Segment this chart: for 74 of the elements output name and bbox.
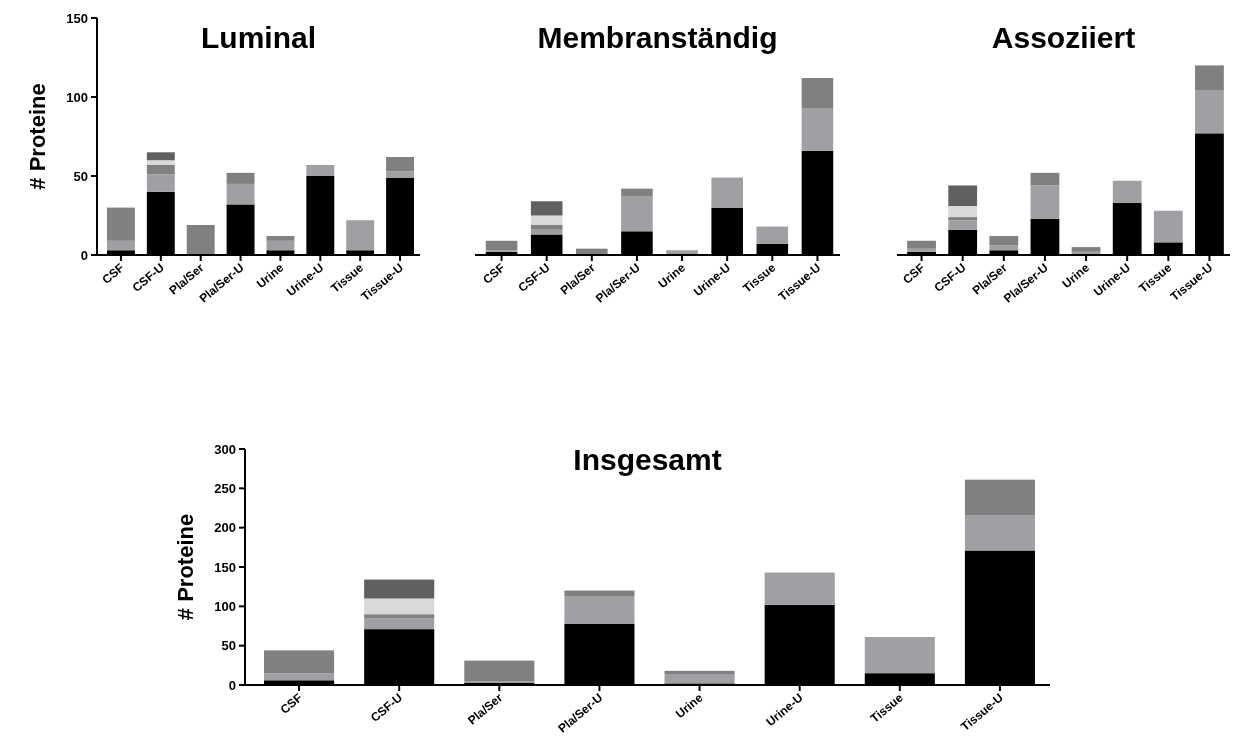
bar (948, 217, 978, 221)
chart-title: Membranständig (537, 21, 778, 54)
bar (364, 598, 435, 615)
bar (364, 614, 435, 619)
bar (226, 172, 255, 184)
bar (530, 201, 563, 216)
bar (1030, 185, 1060, 219)
bar (711, 177, 743, 208)
y-tick-label: 150 (214, 559, 236, 575)
y-tick-label: 50 (221, 638, 236, 654)
bar (146, 174, 175, 192)
bar (621, 188, 653, 197)
bar (1112, 180, 1142, 203)
bar (1195, 65, 1224, 91)
bar (907, 240, 936, 249)
bar (948, 220, 978, 230)
y-tick-label: 0 (80, 247, 88, 263)
bar (364, 618, 435, 630)
bar (530, 224, 563, 230)
bar (1153, 210, 1183, 243)
bar (485, 240, 518, 251)
bar (146, 164, 175, 175)
bar (1195, 90, 1224, 134)
bar (801, 78, 834, 109)
bar (106, 240, 135, 251)
bar (564, 596, 635, 624)
bar (764, 572, 835, 605)
y-tick-label: 150 (66, 10, 88, 26)
bar (664, 670, 735, 674)
bar (306, 164, 335, 176)
bar (346, 220, 375, 251)
bar (264, 650, 335, 674)
bar (266, 240, 295, 251)
bar (464, 660, 535, 682)
bar (621, 196, 653, 232)
chart-title: Insgesamt (573, 443, 722, 476)
bar (864, 637, 935, 674)
bar (989, 236, 1019, 246)
y-tick-label: 100 (214, 598, 236, 614)
y-axis-title: # Proteine (25, 83, 50, 190)
bar (264, 673, 335, 681)
y-axis-title: # Proteine (173, 513, 198, 621)
bar (964, 515, 1035, 551)
bar (564, 590, 635, 597)
bar (1071, 247, 1101, 252)
bar (386, 171, 415, 178)
x-tick-label: CSF (99, 260, 127, 287)
y-tick-label: 300 (214, 441, 236, 457)
bar (664, 673, 735, 684)
chart-title: Luminal (200, 21, 317, 54)
bar (146, 152, 175, 161)
bar (948, 206, 978, 218)
bar (964, 479, 1035, 516)
y-tick-label: 50 (73, 168, 88, 184)
bar (530, 215, 563, 225)
bar (386, 157, 415, 172)
y-tick-label: 250 (214, 480, 236, 496)
chart-title: Assoziiert (991, 21, 1136, 54)
bar (801, 108, 834, 151)
bar (226, 183, 255, 205)
x-tick-label: CSF (277, 690, 305, 717)
y-tick-label: 0 (228, 677, 236, 693)
bar (364, 579, 435, 599)
bar (186, 224, 215, 255)
bar (106, 207, 135, 241)
bar (1030, 172, 1060, 186)
bar (948, 185, 978, 207)
x-tick-label: CSF (900, 260, 928, 287)
y-tick-label: 200 (214, 520, 236, 536)
y-tick-label: 100 (66, 89, 88, 105)
x-tick-label: CSF (480, 260, 508, 287)
bar (146, 160, 175, 165)
bar (266, 236, 295, 241)
bar (756, 226, 789, 244)
